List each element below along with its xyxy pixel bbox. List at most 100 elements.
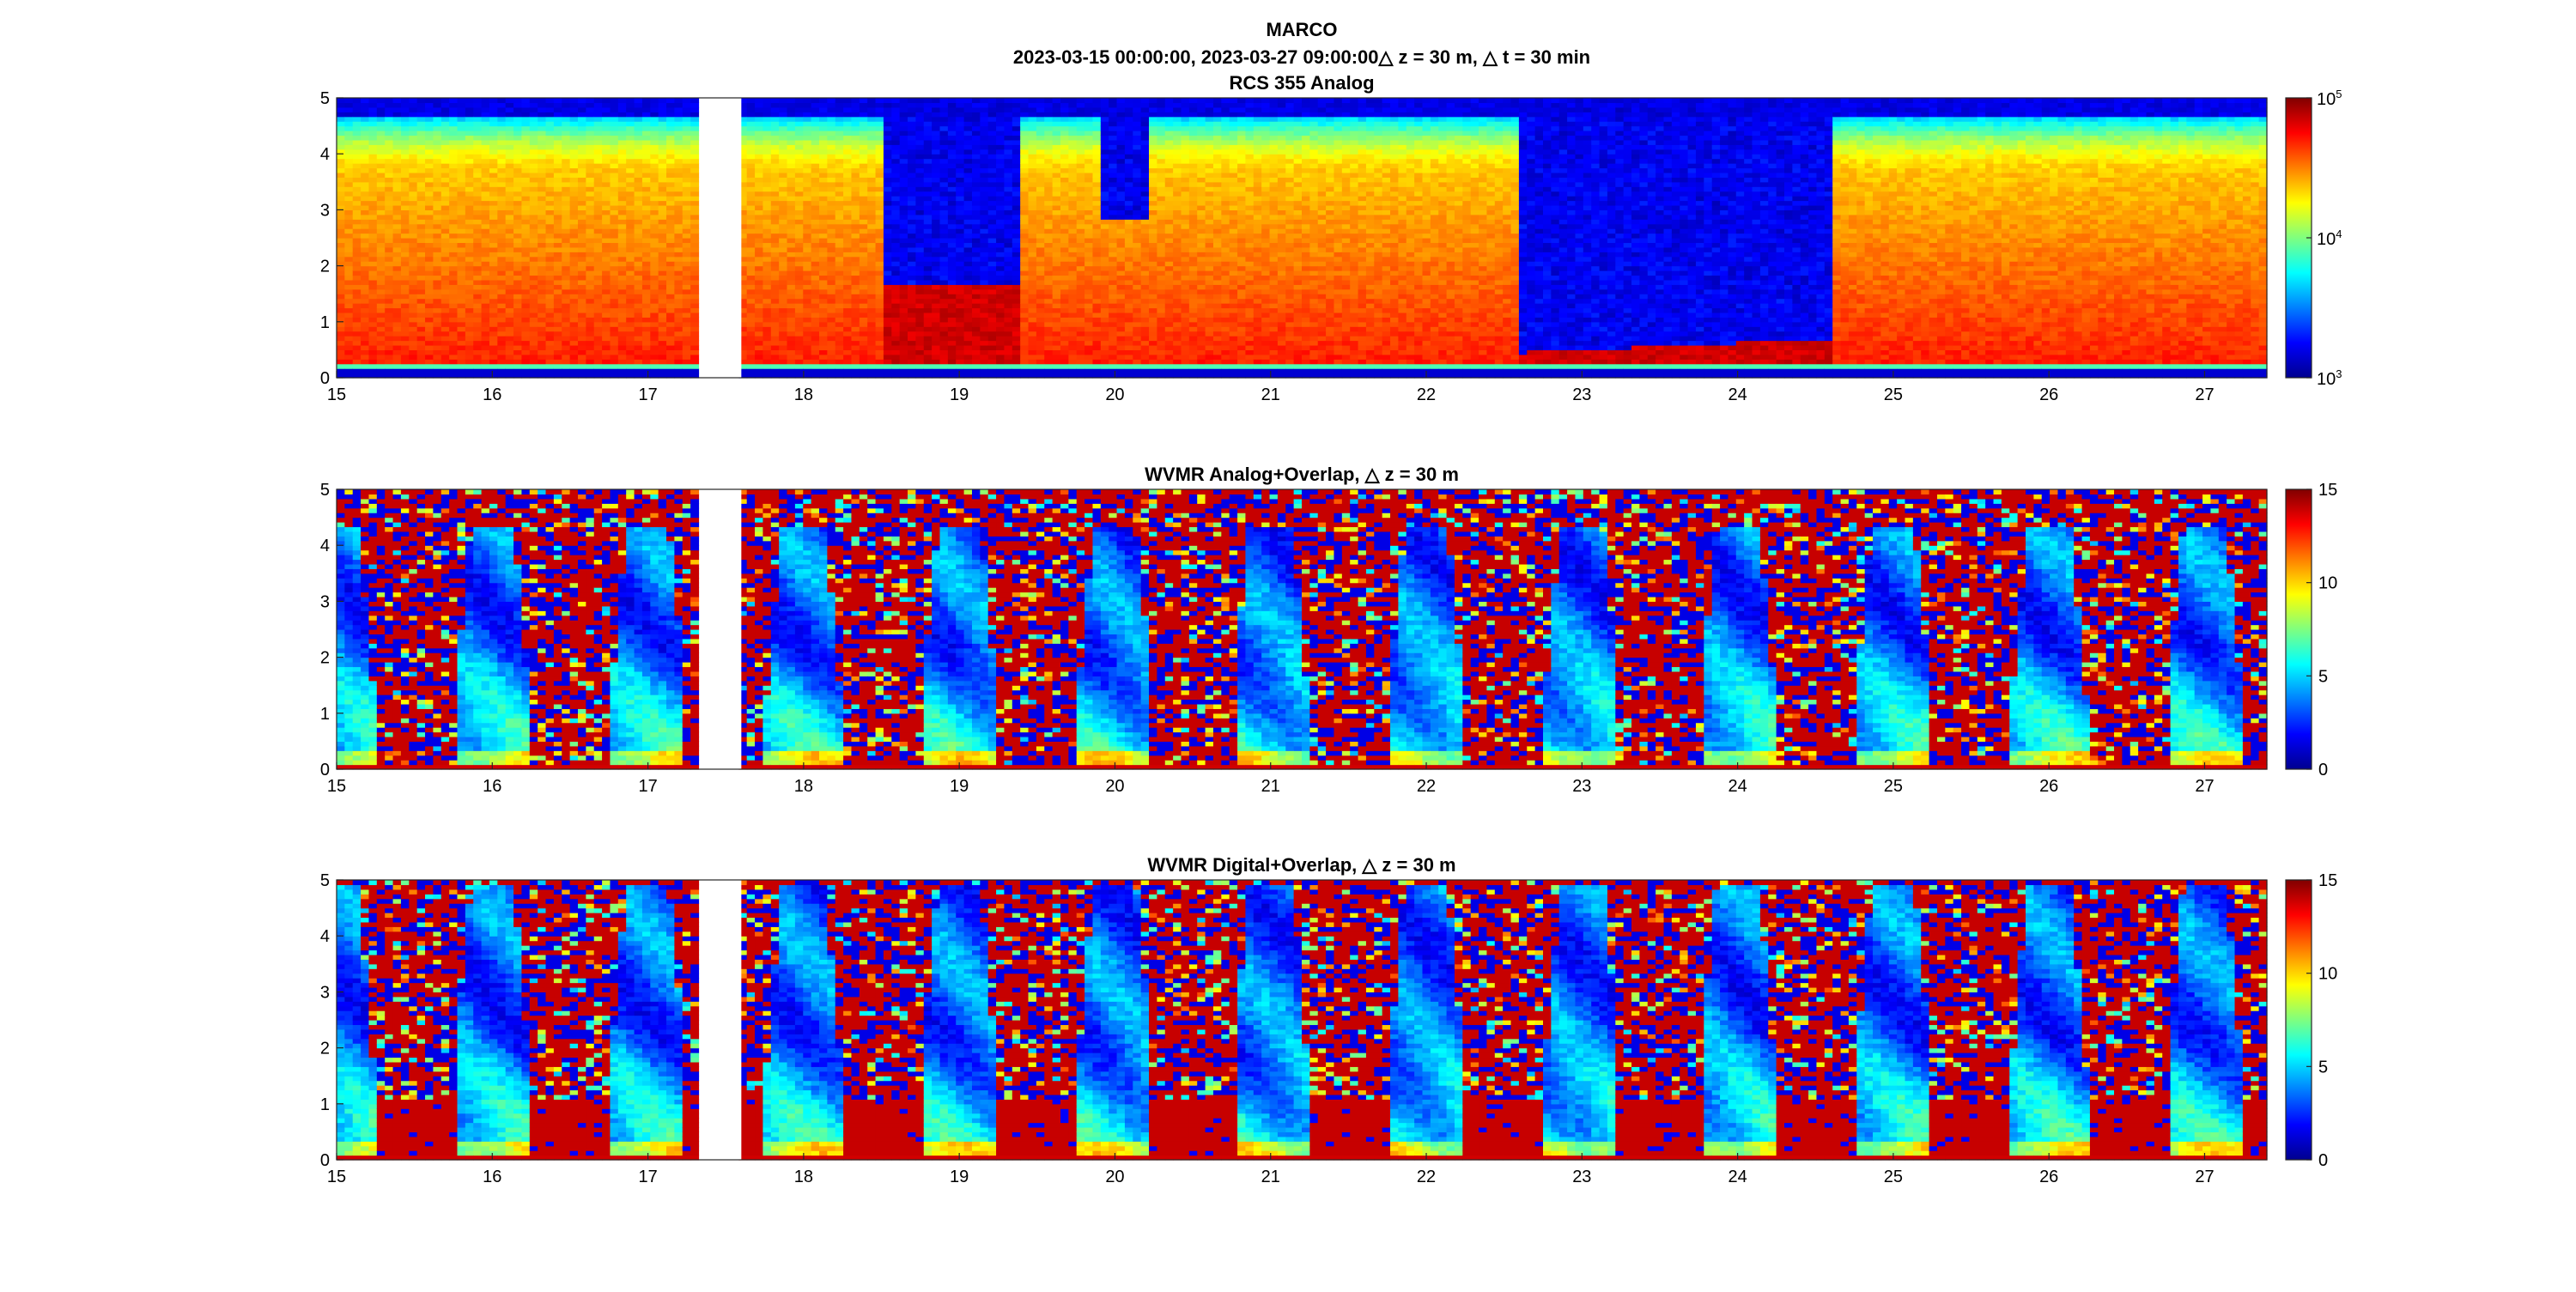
- heatmap-cell: [521, 228, 530, 234]
- heatmap-cell: [819, 252, 828, 257]
- heatmap-cell: [690, 219, 699, 224]
- heatmap-cell: [635, 112, 643, 117]
- heatmap-cell: [755, 144, 763, 149]
- heatmap-cell: [602, 355, 611, 360]
- heatmap-cell: [787, 317, 796, 322]
- heatmap-cell: [626, 299, 635, 304]
- heatmap-cell: [497, 215, 506, 220]
- heatmap-cell: [932, 112, 940, 117]
- heatmap-cell: [851, 201, 860, 206]
- heatmap-cell: [449, 317, 458, 322]
- heatmap-cell: [666, 280, 675, 285]
- heatmap-cell: [659, 280, 667, 285]
- heatmap-cell: [465, 247, 474, 252]
- heatmap-cell: [964, 117, 973, 122]
- heatmap-cell: [458, 140, 466, 145]
- heatmap-cell: [867, 257, 876, 262]
- heatmap-cell: [803, 117, 811, 122]
- heatmap-cell: [876, 275, 884, 280]
- heatmap-cell: [482, 149, 490, 155]
- heatmap-cell: [594, 345, 603, 350]
- heatmap-cell: [401, 215, 410, 220]
- heatmap-cell: [635, 107, 643, 112]
- heatmap-cell: [683, 261, 691, 266]
- heatmap-cell: [666, 266, 675, 271]
- heatmap-cell: [353, 177, 361, 182]
- heatmap-cell: [635, 228, 643, 234]
- heatmap-cell: [635, 299, 643, 304]
- heatmap-cell: [441, 355, 450, 360]
- heatmap-cell: [353, 294, 361, 299]
- heatmap-cell: [787, 224, 796, 229]
- heatmap-cell: [811, 331, 820, 337]
- heatmap-cell: [795, 98, 804, 103]
- heatmap-cell: [884, 191, 892, 197]
- heatmap-cell: [433, 234, 441, 239]
- heatmap-cell: [602, 303, 611, 308]
- heatmap-cell: [506, 261, 514, 266]
- heatmap-cell: [458, 219, 466, 224]
- heatmap-cell: [473, 215, 482, 220]
- heatmap-cell: [803, 326, 811, 331]
- heatmap-cell: [473, 168, 482, 173]
- heatmap-cell: [594, 247, 603, 252]
- heatmap-cell: [642, 182, 651, 187]
- heatmap-cell: [642, 112, 651, 117]
- heatmap-cell: [401, 308, 410, 313]
- heatmap-cell: [562, 112, 570, 117]
- heatmap-cell: [876, 182, 884, 187]
- heatmap-cell: [803, 331, 811, 337]
- heatmap-cell: [915, 238, 924, 243]
- heatmap-cell: [924, 368, 933, 373]
- heatmap-cell: [473, 312, 482, 318]
- heatmap-cell: [988, 219, 997, 224]
- heatmap-cell: [843, 224, 852, 229]
- heatmap-cell: [538, 322, 546, 327]
- heatmap-cell: [762, 98, 771, 103]
- heatmap-cell: [956, 126, 964, 131]
- heatmap-cell: [908, 364, 916, 369]
- heatmap-cell: [827, 163, 835, 168]
- heatmap-cell: [851, 349, 860, 355]
- heatmap-cell: [940, 355, 949, 360]
- heatmap-cell: [409, 117, 417, 122]
- heatmap-cell: [433, 322, 441, 327]
- heatmap-cell: [409, 247, 417, 252]
- heatmap-cell: [425, 219, 434, 224]
- heatmap-cell: [891, 257, 900, 262]
- heatmap-cell: [337, 341, 345, 346]
- heatmap-cell: [433, 326, 441, 331]
- heatmap-cell: [570, 261, 579, 266]
- heatmap-cell: [417, 308, 426, 313]
- heatmap-cell: [513, 303, 522, 308]
- heatmap-cell: [827, 368, 835, 373]
- heatmap-cell: [602, 228, 611, 234]
- heatmap-cell: [650, 126, 659, 131]
- heatmap-cell: [884, 359, 892, 364]
- heatmap-cell: [956, 280, 964, 285]
- heatmap-cell: [546, 284, 555, 289]
- heatmap-cell: [385, 182, 393, 187]
- heatmap-cell: [465, 191, 474, 197]
- heatmap-cell: [940, 209, 949, 215]
- heatmap-cell: [586, 182, 594, 187]
- heatmap-cell: [924, 98, 933, 103]
- heatmap-cell: [353, 284, 361, 289]
- heatmap-cell: [674, 294, 683, 299]
- heatmap-cell: [377, 312, 386, 318]
- heatmap-cell: [489, 159, 498, 164]
- heatmap-cell: [972, 234, 981, 239]
- heatmap-cell: [482, 294, 490, 299]
- heatmap-cell: [385, 355, 393, 360]
- heatmap-cell: [513, 102, 522, 107]
- heatmap-cell: [762, 224, 771, 229]
- heatmap-cell: [690, 215, 699, 220]
- heatmap-cell: [353, 312, 361, 318]
- heatmap-cell: [626, 149, 635, 155]
- heatmap-cell: [843, 345, 852, 350]
- heatmap-cell: [972, 252, 981, 257]
- heatmap-cell: [626, 368, 635, 373]
- heatmap-cell: [900, 275, 908, 280]
- heatmap-cell: [948, 364, 957, 369]
- heatmap-cell: [650, 364, 659, 369]
